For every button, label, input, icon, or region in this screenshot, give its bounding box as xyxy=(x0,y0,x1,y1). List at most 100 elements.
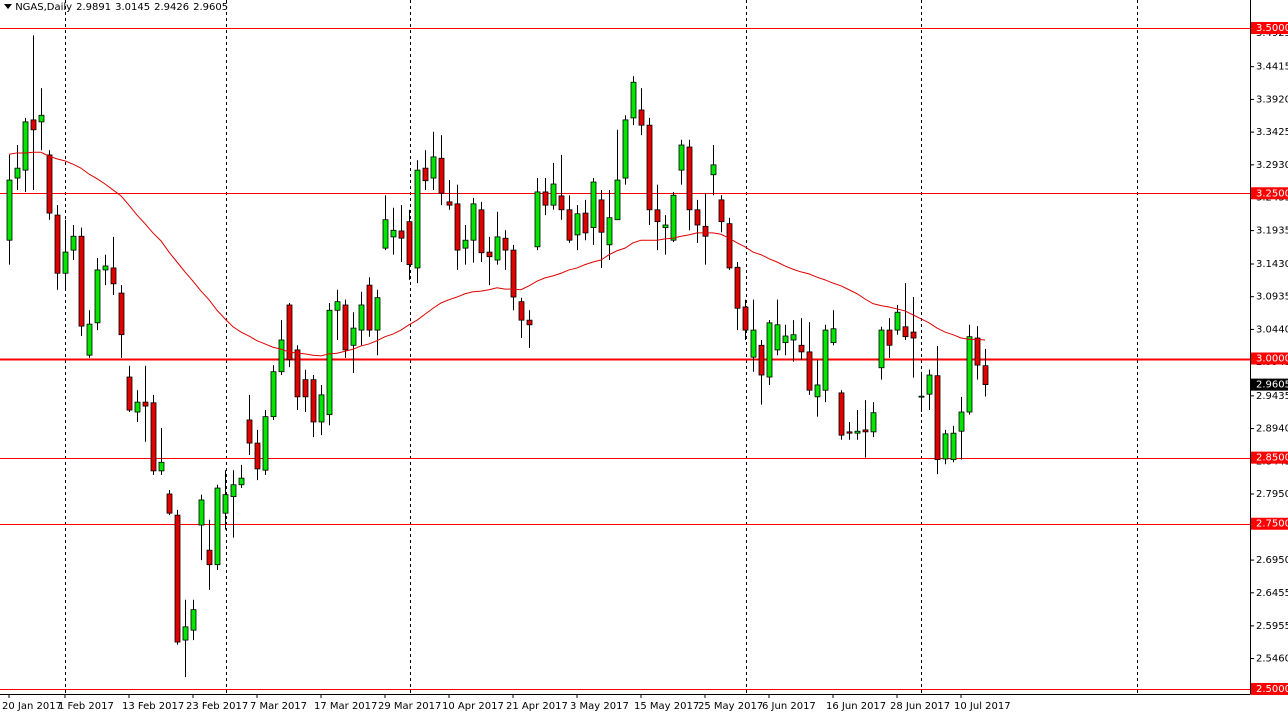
menu-arrow xyxy=(4,4,12,9)
candle-body xyxy=(910,331,917,339)
y-tick-label: 3.3425 xyxy=(1256,127,1288,138)
candle-body xyxy=(702,225,709,237)
candle-body xyxy=(550,183,557,206)
candle-body xyxy=(726,223,733,269)
candle-body xyxy=(750,329,757,358)
candle-body xyxy=(422,167,429,182)
y-tick-label: 3.0440 xyxy=(1256,324,1288,335)
level-label: 3.5000 xyxy=(1256,23,1288,34)
candle-body xyxy=(606,217,613,246)
candle-body xyxy=(430,156,437,179)
candle-body xyxy=(22,121,29,171)
candle-body xyxy=(822,329,829,391)
candle-body xyxy=(166,493,173,514)
candle-body xyxy=(742,306,749,331)
candle-body xyxy=(934,375,941,461)
candle-body xyxy=(294,349,301,398)
candle-body xyxy=(286,304,293,361)
x-tick-label: 10 Apr 2017 xyxy=(442,701,504,712)
symbol: NGAS,Daily xyxy=(15,2,73,13)
candle-body xyxy=(646,124,653,211)
x-tick-label: 6 Jun 2017 xyxy=(762,701,816,712)
candle-body xyxy=(30,119,37,131)
candle-body xyxy=(270,371,277,418)
candle-body xyxy=(494,236,501,261)
candle-body xyxy=(310,379,317,423)
candle-body xyxy=(830,328,837,344)
candle-body xyxy=(390,229,397,238)
separators xyxy=(65,0,1138,694)
candle-body xyxy=(78,235,85,327)
candle-body xyxy=(478,209,485,254)
candle-body xyxy=(38,114,45,123)
candle-body xyxy=(510,249,517,298)
candle-body xyxy=(486,251,493,258)
y-tick-label: 2.9435 xyxy=(1256,391,1288,402)
candle-body xyxy=(94,269,101,324)
open-value: 2.9891 xyxy=(76,2,112,13)
candle-body xyxy=(638,109,645,126)
candle-body xyxy=(150,402,157,472)
candle-body xyxy=(878,329,885,369)
y-tick-label: 2.5955 xyxy=(1256,621,1288,632)
level-label: 3.2500 xyxy=(1256,188,1288,199)
x-tick-label: 1 Feb 2017 xyxy=(58,701,114,712)
x-tick-label: 15 May 2017 xyxy=(634,701,699,712)
candle-body xyxy=(798,344,805,353)
candle-body xyxy=(366,284,373,331)
candle-body xyxy=(134,401,141,413)
candle-body xyxy=(502,237,509,251)
candle-body xyxy=(342,304,349,351)
candle-body xyxy=(454,203,461,251)
x-tick-label: 13 Feb 2017 xyxy=(122,701,184,712)
candle-body xyxy=(870,412,877,433)
candle-body xyxy=(262,416,269,471)
candle-body xyxy=(374,297,381,331)
candle-body xyxy=(862,429,869,433)
candle-body xyxy=(326,309,333,416)
candle-body xyxy=(766,322,773,378)
candle-body xyxy=(566,209,573,241)
candle-body xyxy=(358,304,365,331)
level-label: 2.7500 xyxy=(1256,519,1288,530)
candle-body xyxy=(630,81,637,119)
candle-body xyxy=(814,384,821,398)
candle-body xyxy=(806,351,813,391)
candle-body xyxy=(710,164,717,176)
candle-body xyxy=(318,394,325,423)
y-tick-label: 3.3920 xyxy=(1256,94,1288,105)
level-label: 2.8500 xyxy=(1256,453,1288,464)
candle-body xyxy=(198,499,205,526)
level-label-box xyxy=(1251,682,1288,695)
candle-body xyxy=(302,379,309,398)
candle-body xyxy=(462,239,469,249)
candle-body xyxy=(222,494,229,514)
candle-body xyxy=(54,214,61,274)
level-label-box xyxy=(1251,352,1288,365)
price-label: 2.9605 xyxy=(1256,380,1288,391)
x-tick-label: 7 Mar 2017 xyxy=(250,701,307,712)
candle-body xyxy=(526,319,533,326)
candle-body xyxy=(182,626,189,641)
candle-body xyxy=(142,401,149,407)
candle-body xyxy=(534,191,541,248)
y-tick-label: 3.0935 xyxy=(1256,292,1288,303)
header: NGAS,Daily 2.9891 3.0145 2.9426 2.9605 xyxy=(4,2,232,13)
y-tick-label: 2.5460 xyxy=(1256,654,1288,665)
x-tick-label: 25 May 2017 xyxy=(698,701,763,712)
candle-body xyxy=(206,549,213,566)
candle-body xyxy=(470,203,477,241)
candle-body xyxy=(846,431,853,434)
candle-body xyxy=(254,442,261,470)
candle-body xyxy=(574,213,581,236)
candle-body xyxy=(6,179,13,241)
level-label: 3.0000 xyxy=(1256,354,1288,365)
candle-body xyxy=(662,224,669,229)
candle-body xyxy=(86,323,93,356)
high-value: 3.0145 xyxy=(115,2,151,13)
y-tick-label: 3.4415 xyxy=(1256,62,1288,73)
candle-body xyxy=(582,212,589,234)
candle-body xyxy=(438,157,445,194)
